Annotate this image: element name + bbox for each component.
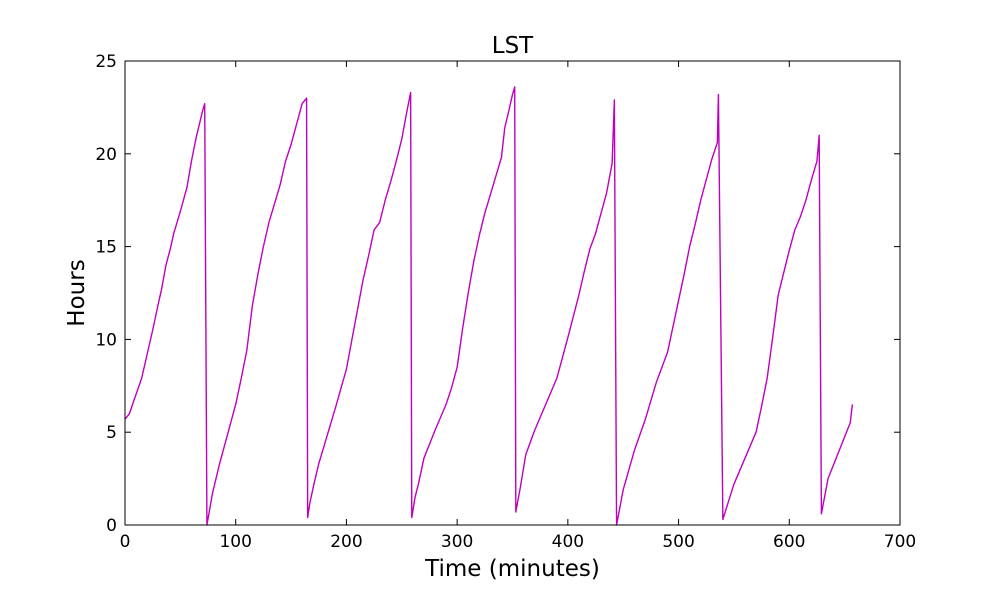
- y-tick-label: 25: [95, 52, 117, 72]
- y-tick-label: 0: [106, 516, 117, 536]
- x-tick-label: 200: [330, 532, 362, 552]
- x-axis: 0 100 200 300 400 500 600 700: [120, 61, 916, 552]
- plot-frame: [124, 60, 901, 526]
- x-tick-label: 400: [552, 532, 584, 552]
- x-tick-label: 600: [773, 532, 805, 552]
- x-tick-label: 700: [884, 532, 916, 552]
- x-tick-label: 100: [219, 532, 251, 552]
- x-axis-label: Time (minutes): [424, 556, 600, 582]
- y-tick-label: 10: [95, 330, 117, 350]
- x-tick-label: 0: [120, 532, 131, 552]
- y-axis-label: Hours: [64, 259, 90, 326]
- x-tick-label: 300: [441, 532, 473, 552]
- series-line-0: [124, 86, 854, 526]
- y-tick-label: 5: [106, 423, 117, 443]
- plot-area: [124, 86, 854, 526]
- x-tick-label: 500: [662, 532, 694, 552]
- y-tick-label: 15: [95, 238, 117, 258]
- y-axis: 0 5 10 15 20 25: [95, 52, 900, 536]
- y-tick-label: 20: [95, 145, 117, 165]
- chart-title: LST: [492, 33, 534, 59]
